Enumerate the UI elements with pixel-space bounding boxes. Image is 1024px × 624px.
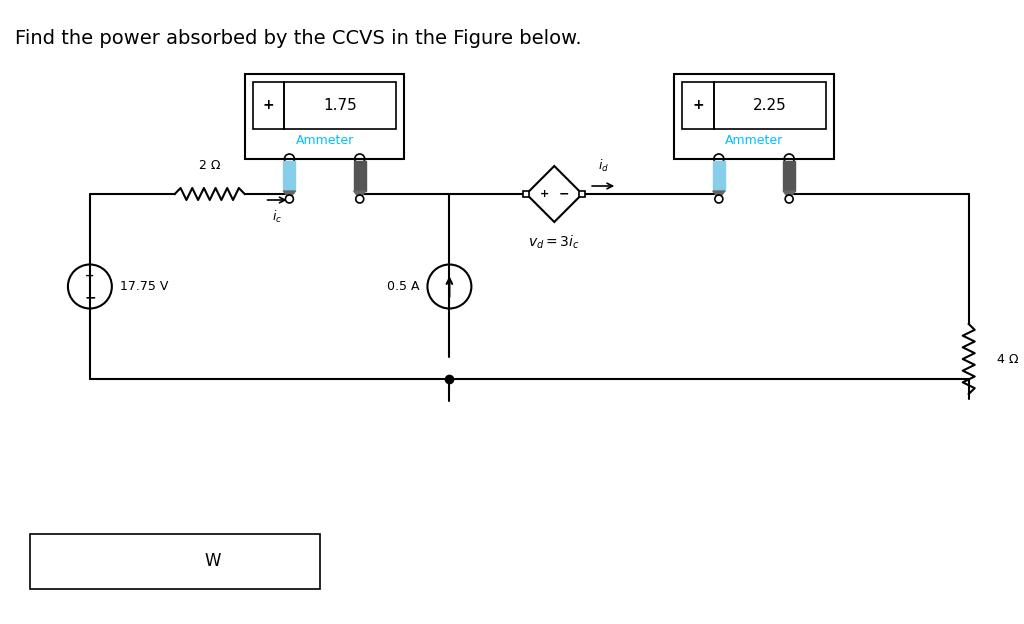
Circle shape	[286, 195, 294, 203]
Polygon shape	[353, 191, 366, 199]
Bar	[682, 82, 714, 129]
Circle shape	[715, 195, 723, 203]
Polygon shape	[783, 191, 796, 199]
Circle shape	[355, 195, 364, 203]
Bar	[284, 161, 295, 191]
Bar	[523, 191, 529, 197]
Text: 17.75 V: 17.75 V	[120, 280, 168, 293]
Bar	[783, 161, 796, 191]
Polygon shape	[284, 191, 295, 199]
Bar	[714, 82, 826, 129]
Bar	[713, 161, 725, 191]
Text: +: +	[692, 99, 703, 112]
Text: $v_d = 3i_c$: $v_d = 3i_c$	[528, 234, 581, 251]
Text: Ammeter: Ammeter	[725, 134, 783, 147]
Text: W: W	[205, 552, 221, 570]
Circle shape	[785, 195, 794, 203]
Text: Find the power absorbed by the CCVS in the Figure below.: Find the power absorbed by the CCVS in t…	[15, 29, 582, 48]
Text: −: −	[84, 291, 95, 305]
Bar	[30, 534, 319, 589]
Text: 2.25: 2.25	[753, 98, 786, 113]
Polygon shape	[713, 191, 725, 199]
Text: +: +	[263, 99, 274, 112]
Bar	[253, 82, 285, 129]
Text: 4 Ω: 4 Ω	[996, 353, 1018, 366]
Bar	[245, 74, 404, 159]
Text: $i_d$: $i_d$	[598, 158, 608, 174]
Text: 2 Ω: 2 Ω	[199, 159, 220, 172]
Text: +: +	[85, 270, 94, 281]
Bar	[674, 74, 834, 159]
Text: −: −	[559, 187, 569, 200]
Text: Ammeter: Ammeter	[296, 134, 353, 147]
Text: 1.75: 1.75	[324, 98, 357, 113]
Text: 0.5 A: 0.5 A	[387, 280, 420, 293]
Bar	[285, 82, 396, 129]
Text: +: +	[540, 189, 549, 199]
Text: $i_c$: $i_c$	[271, 209, 282, 225]
Bar	[353, 161, 366, 191]
Bar	[580, 191, 586, 197]
